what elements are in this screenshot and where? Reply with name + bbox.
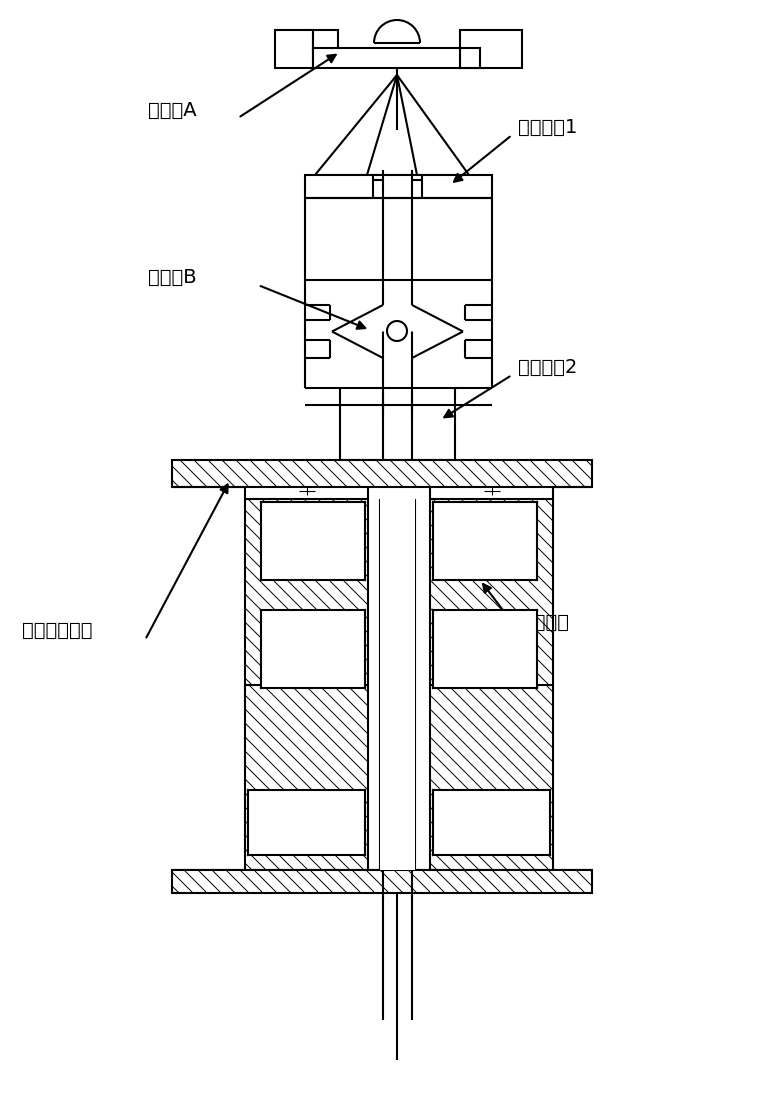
Bar <box>261 610 365 688</box>
Bar <box>433 790 550 855</box>
Bar <box>460 30 522 68</box>
Polygon shape <box>332 305 463 332</box>
Text: 经纬仪B: 经纬仪B <box>148 267 196 286</box>
Bar <box>172 869 592 893</box>
Bar <box>305 175 492 199</box>
Text: 工装平台1: 工装平台1 <box>518 118 578 136</box>
Text: 工装底座法兰: 工装底座法兰 <box>22 621 92 640</box>
Bar <box>433 502 537 580</box>
Bar <box>248 790 365 855</box>
Bar <box>172 460 592 487</box>
Text: 精密轴承: 精密轴承 <box>522 612 569 631</box>
Text: 工装平台2: 工装平台2 <box>518 357 578 376</box>
Bar <box>313 48 460 68</box>
Bar <box>433 610 537 688</box>
Bar <box>460 48 480 68</box>
Bar <box>380 499 415 685</box>
Bar <box>313 30 338 50</box>
Bar <box>275 30 313 68</box>
Circle shape <box>387 321 407 340</box>
Bar <box>380 685 415 869</box>
Text: 经纬仪A: 经纬仪A <box>148 101 196 120</box>
Bar <box>261 502 365 580</box>
